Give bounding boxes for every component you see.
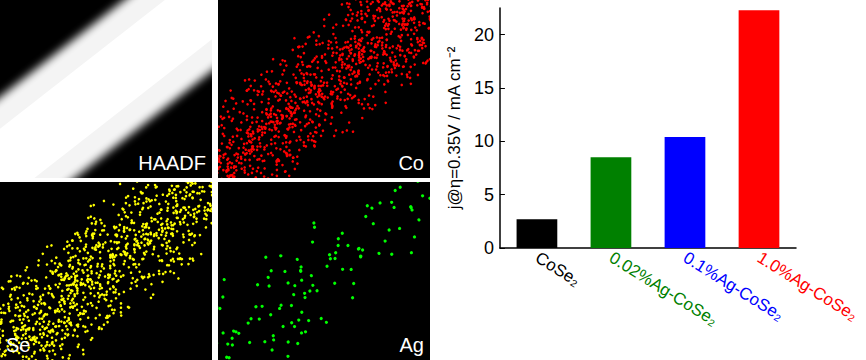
svg-text:15: 15 (474, 78, 494, 98)
svg-text:Co: Co (398, 152, 424, 174)
svg-text:0.02%Ag-CoSe₂: 0.02%Ag-CoSe₂ (605, 247, 721, 330)
svg-text:10: 10 (474, 131, 494, 151)
svg-text:HAADF: HAADF (138, 152, 206, 174)
svg-text:Ag: Ag (400, 334, 424, 356)
svg-text:1.0%Ag-CoSe₂: 1.0%Ag-CoSe₂ (754, 248, 861, 325)
svg-text:CoSe₂: CoSe₂ (532, 248, 584, 290)
svg-text:0.1%Ag-CoSe₂: 0.1%Ag-CoSe₂ (679, 247, 787, 325)
svg-text:Se: Se (6, 334, 30, 356)
svg-text:5: 5 (484, 185, 494, 205)
svg-text:0: 0 (484, 238, 494, 258)
svg-text:20: 20 (474, 25, 494, 45)
svg-text:j@η=0.35V / mA cm⁻²: j@η=0.35V / mA cm⁻² (445, 46, 464, 210)
